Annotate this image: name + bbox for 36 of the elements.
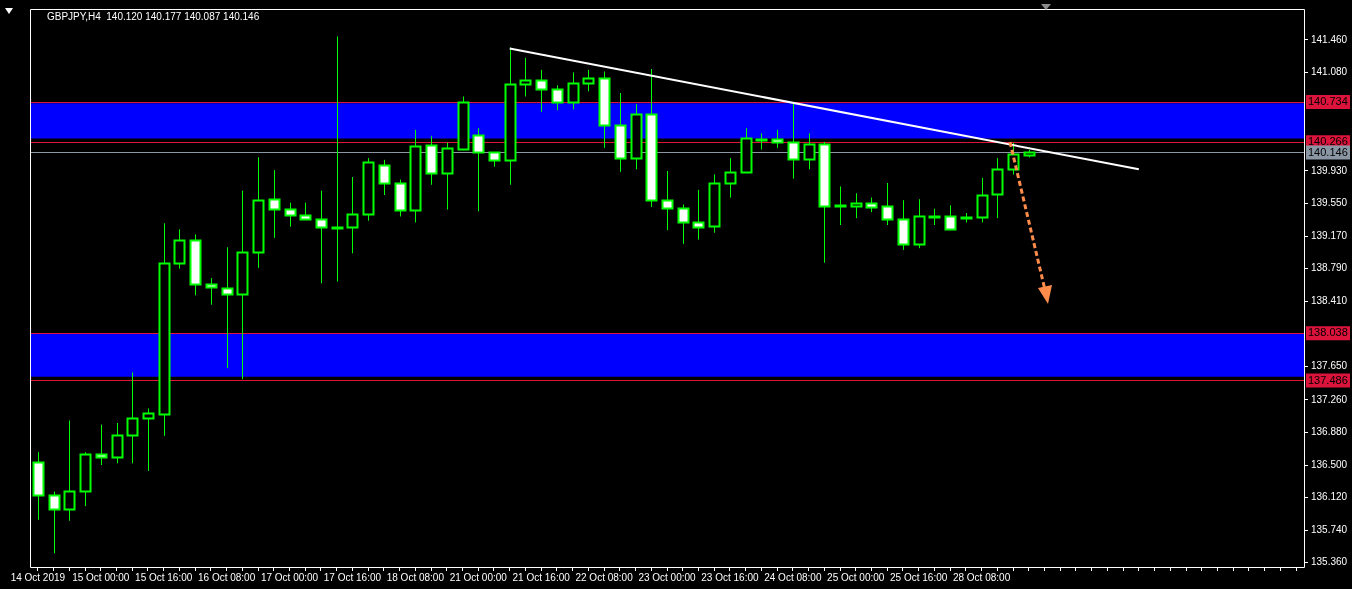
y-tick-label: 136.120 — [1311, 491, 1348, 503]
x-tick-label: 28 Oct 08:00 — [952, 571, 1011, 583]
x-tick-label: 17 Oct 16:00 — [323, 571, 382, 583]
x-tick-label: 21 Oct 00:00 — [449, 571, 508, 583]
x-tick-label: 21 Oct 16:00 — [512, 571, 571, 583]
y-tick-label: 137.260 — [1311, 393, 1348, 405]
x-tick-label: 15 Oct 16:00 — [135, 571, 193, 583]
chart-title: GBPJPY,H4 140.120 140.177 140.087 140.146 — [47, 10, 260, 22]
x-tick-label: 16 Oct 08:00 — [197, 571, 256, 583]
y-tick-label: 141.460 — [1311, 33, 1348, 45]
x-tick-label: 23 Oct 00:00 — [638, 571, 697, 583]
y-tick-label: 135.740 — [1311, 523, 1348, 535]
x-tick-label: 25 Oct 00:00 — [827, 571, 885, 583]
y-tick-label: 139.550 — [1311, 197, 1348, 209]
y-tick-label: 135.360 — [1311, 556, 1348, 568]
y-tick-label: 141.080 — [1311, 66, 1348, 78]
ref-line-label: 140.146 — [1308, 145, 1348, 158]
ref-line-label: 138.038 — [1308, 326, 1348, 339]
y-tick-label: 138.790 — [1311, 262, 1348, 274]
x-tick-label: 22 Oct 08:00 — [575, 571, 634, 583]
x-tick-label: 25 Oct 16:00 — [890, 571, 948, 583]
x-tick-label: 18 Oct 08:00 — [386, 571, 445, 583]
y-tick-label: 136.880 — [1311, 426, 1348, 438]
ref-line-label: 140.734 — [1308, 95, 1348, 108]
y-tick-label: 138.410 — [1311, 295, 1348, 307]
x-tick-label: 15 Oct 00:00 — [72, 571, 130, 583]
x-tick-label: 23 Oct 16:00 — [701, 571, 759, 583]
y-tick-label: 137.650 — [1311, 360, 1348, 372]
y-tick-label: 136.500 — [1311, 458, 1348, 470]
x-tick-label: 17 Oct 00:00 — [260, 571, 319, 583]
y-tick-label: 139.930 — [1311, 164, 1348, 176]
ref-line-label: 137.486 — [1308, 373, 1348, 386]
ref-line-label: 140.266 — [1308, 135, 1348, 148]
y-tick-label: 139.170 — [1311, 229, 1348, 241]
x-tick-label: 14 Oct 2019 — [10, 571, 66, 583]
x-tick-label: 24 Oct 08:00 — [764, 571, 822, 583]
